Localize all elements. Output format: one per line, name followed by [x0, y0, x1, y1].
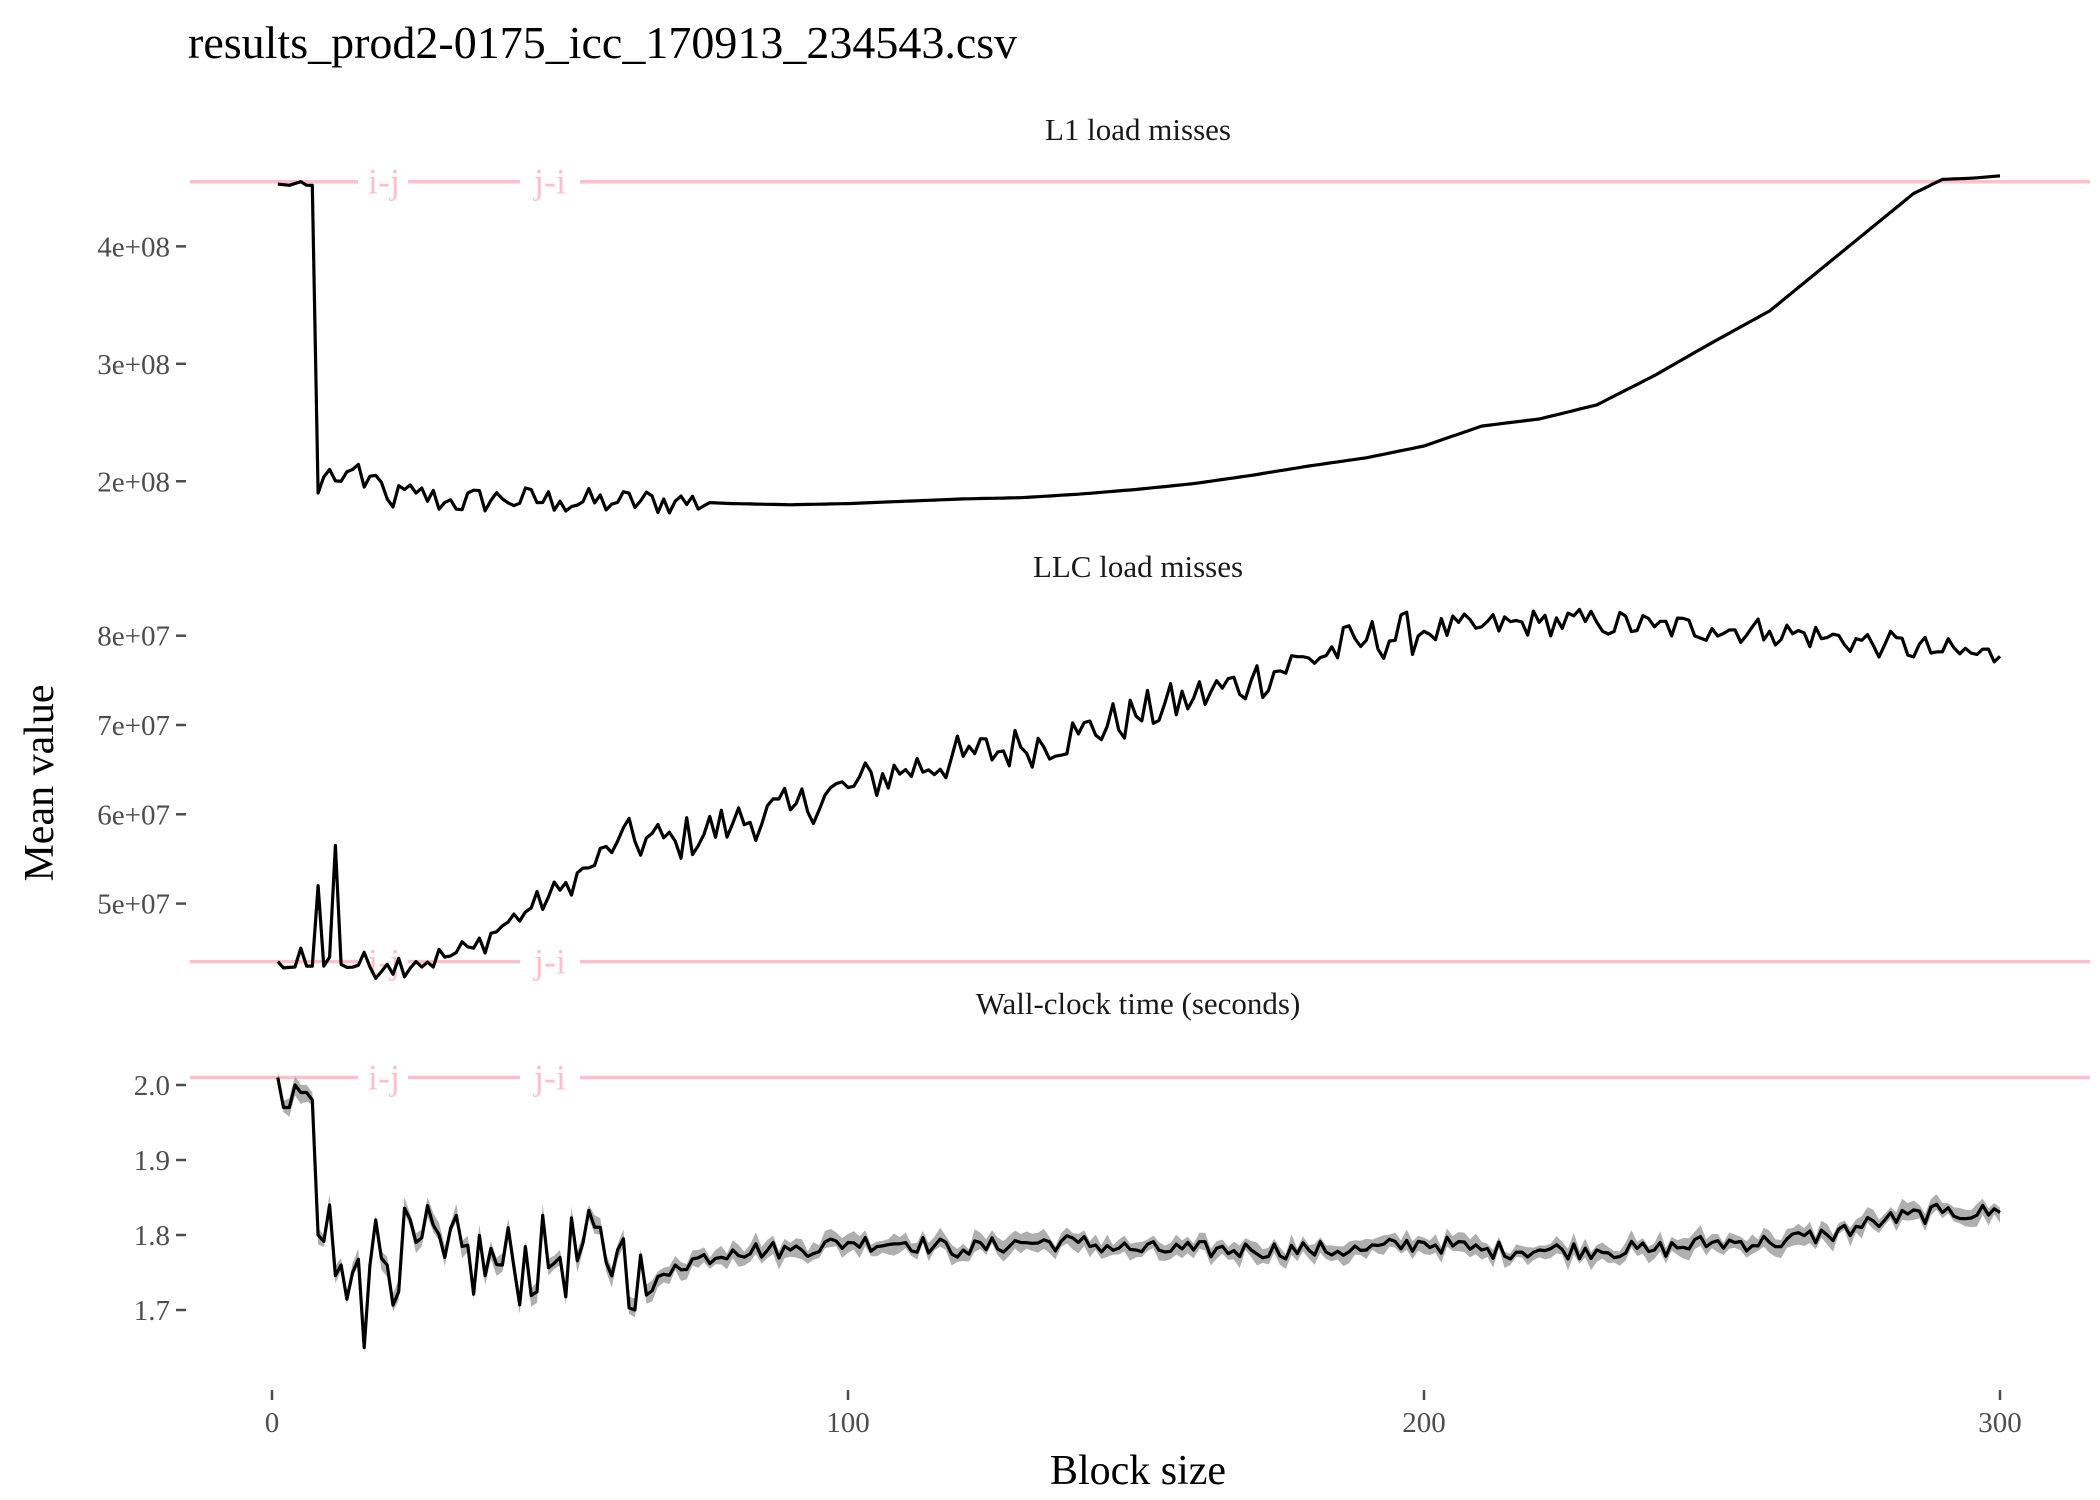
series-line: [276, 1077, 2001, 1350]
x-tick-label: 300: [1978, 1407, 2022, 1439]
reference-label: i-j: [368, 1058, 400, 1098]
y-tick-label: 1.9: [134, 1145, 170, 1177]
y-tick-label: 4e+08: [97, 231, 170, 263]
reference-label: i-j: [368, 162, 400, 202]
reference-label: j-i: [532, 1058, 566, 1098]
facet-panel: Wall-clock time (seconds) 1.7 1.8 1.9 2.0 i-j…: [134, 986, 2090, 1353]
y-tick-label: 5e+07: [97, 889, 170, 921]
x-axis: 0 100 200 300: [265, 1390, 2022, 1439]
x-tick-label: 100: [826, 1407, 870, 1439]
y-tick-label: 7e+07: [97, 710, 170, 742]
y-tick-label: 1.8: [134, 1220, 170, 1252]
series-line: [276, 607, 2002, 980]
y-tick-label: 2.0: [134, 1070, 170, 1102]
chart-title: results_prod2-0175_icc_170913_234543.csv: [188, 17, 1017, 68]
x-axis-label: Block size: [1050, 1448, 1226, 1494]
confidence-ribbon: [277, 1071, 2000, 1353]
y-tick-label: 3e+08: [97, 349, 170, 381]
facet-strip-title: Wall-clock time (seconds): [976, 986, 1301, 1021]
reference-label: j-i: [532, 942, 566, 982]
facet-panel: L1 load misses 2e+08 3e+08 4e+08 i-j j-i: [97, 112, 2090, 515]
x-tick-label: 200: [1402, 1407, 1446, 1439]
panels: L1 load misses 2e+08 3e+08 4e+08 i-j j-i LLC l…: [97, 112, 2090, 1353]
y-tick-label: 6e+07: [97, 799, 170, 831]
reference-label: j-i: [532, 162, 566, 202]
y-tick-label: 2e+08: [97, 466, 170, 498]
facet-strip-title: LLC load misses: [1033, 549, 1243, 584]
x-tick-label: 0: [265, 1407, 280, 1439]
series-line: [277, 174, 2001, 515]
y-tick-label: 8e+07: [97, 621, 170, 653]
y-tick-label: 1.7: [134, 1295, 170, 1327]
y-axis-label: Mean value: [17, 684, 63, 881]
facet-strip-title: L1 load misses: [1045, 112, 1231, 147]
